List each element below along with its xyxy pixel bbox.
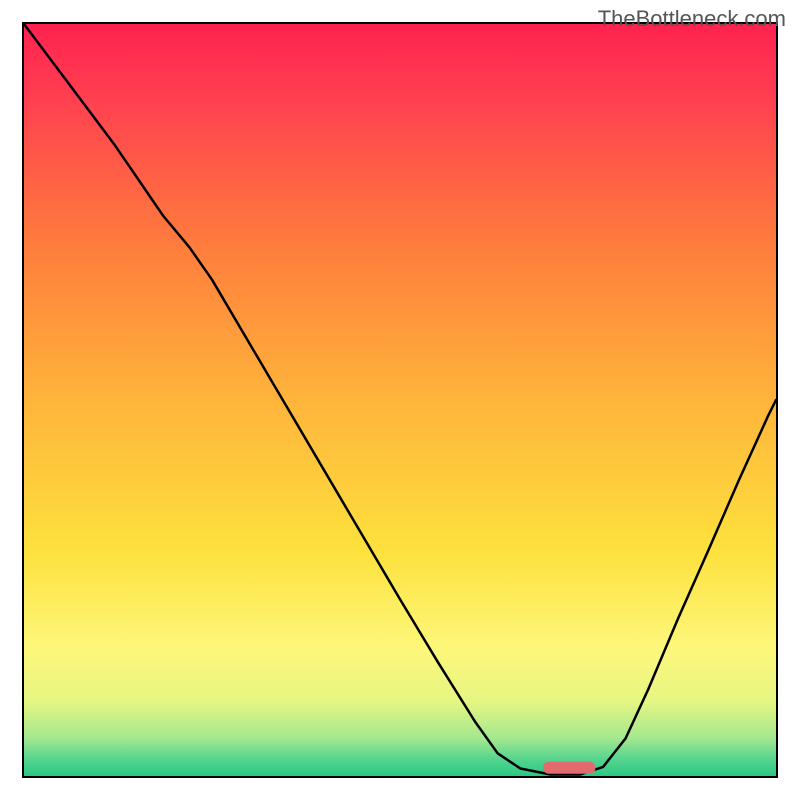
chart-container: TheBottleneck.com xyxy=(0,0,800,800)
sweet-spot-marker xyxy=(24,24,776,776)
watermark-text: TheBottleneck.com xyxy=(598,6,786,32)
plot-area xyxy=(24,24,776,776)
